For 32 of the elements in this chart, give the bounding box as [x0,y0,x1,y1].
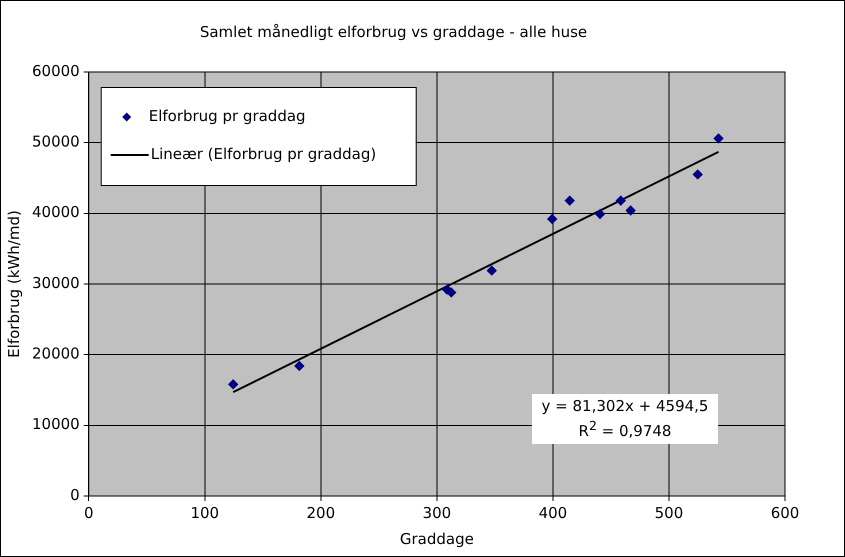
legend-label: Elforbrug pr graddag [148,106,306,125]
y-tick-label: 40000 [32,203,80,222]
annotation: R$^{2}$ = 0,9748 [578,418,672,440]
annotation: y = 81,302x + 4594,5 [542,397,708,415]
y-tick-label: 30000 [32,274,80,292]
point [714,133,724,144]
x-tick-label: 0 [84,504,94,522]
point [692,169,703,180]
point [616,196,626,206]
legend-label: Lineær (Elforbrug pr graddag) [150,144,376,163]
point [228,379,238,390]
point [486,266,497,276]
point [595,209,606,220]
x-tick-label: 500 [654,504,684,522]
x-tick-label: 200 [306,504,336,522]
y-tick-label: 20000 [32,344,80,363]
x-tick-label: 600 [770,504,800,522]
chart-title: Samlet månedligt elforbrug vs graddage - alle huse [200,22,588,41]
y-axis-title: Elforbrug (kWh/md) [4,210,23,358]
point [626,206,636,216]
y-tick-label: 0 [70,486,80,504]
x-tick-label: 400 [538,504,568,522]
point [446,287,456,298]
y-tick-label: 10000 [32,415,80,434]
x-tick-label: 300 [422,504,452,522]
point [547,214,558,224]
x-tick-label: 100 [190,504,220,522]
y-tick-label: 50000 [32,132,80,151]
point [294,360,304,371]
point [564,196,575,206]
x-axis-title: Graddage [400,530,474,548]
y-tick-label: 60000 [32,62,80,80]
